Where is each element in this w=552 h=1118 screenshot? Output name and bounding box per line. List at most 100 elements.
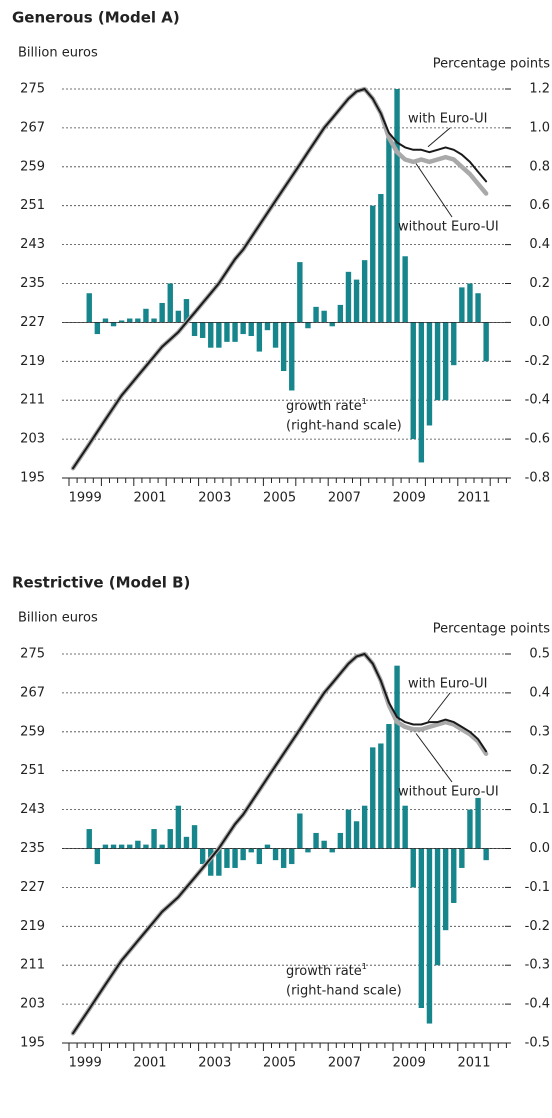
label-arrow [427, 692, 451, 722]
bar [434, 322, 441, 401]
bar [305, 322, 311, 329]
bar [394, 89, 400, 323]
y-tick-label: 259 [20, 724, 45, 739]
bar [118, 320, 125, 323]
bar [199, 848, 206, 865]
bar [159, 302, 165, 323]
y-tick-label: 251 [20, 198, 45, 213]
bar [151, 829, 157, 849]
y-tick-label: 251 [20, 763, 45, 778]
y-tick-label: 243 [20, 237, 45, 252]
y2-tick-label: -0.1 [525, 880, 550, 895]
y2-tick-label: 0.8 [529, 159, 550, 174]
bar [353, 821, 360, 849]
bar [434, 848, 441, 966]
bar [264, 322, 271, 331]
y2-tick-label: 0.5 [529, 647, 550, 662]
panel-title: Generous (Model A) [12, 9, 180, 27]
label-arrow [427, 127, 451, 148]
y2-tick-label: 1.0 [529, 120, 550, 135]
line [72, 88, 488, 470]
bar-label: growth rate1 [286, 397, 367, 414]
y-tick-label: 195 [20, 471, 45, 486]
bar [224, 848, 230, 868]
bar [402, 805, 408, 849]
bar [183, 836, 190, 849]
y2-tick-label: 1.2 [529, 82, 550, 97]
bar [102, 844, 109, 849]
bar [370, 205, 376, 323]
x-tick-label: 2011 [457, 491, 490, 506]
bar [410, 322, 416, 440]
bar [110, 844, 117, 849]
y2-tick-label: 0.4 [529, 685, 550, 700]
bar [256, 848, 263, 865]
bar [442, 322, 449, 401]
line [70, 86, 489, 471]
bar [329, 322, 335, 327]
bar [248, 848, 254, 853]
y-tick-label: 211 [20, 393, 45, 408]
bar [321, 310, 327, 323]
bar [386, 724, 392, 849]
bar [467, 809, 473, 849]
x-tick-label: 2011 [457, 1056, 490, 1071]
x-tick-label: 2007 [328, 491, 361, 506]
bar [127, 318, 133, 323]
bar [475, 293, 481, 323]
line [70, 651, 489, 1036]
bar [216, 848, 222, 876]
bar [402, 256, 408, 323]
bar [208, 322, 214, 348]
bar [232, 848, 238, 868]
label-arrow [415, 163, 453, 218]
y-tick-label: 267 [20, 685, 45, 700]
y2-tick-label: 0.0 [529, 841, 550, 856]
bar [451, 848, 457, 903]
y2-tick-label: 0.6 [529, 198, 550, 213]
bar [94, 322, 101, 335]
bar [313, 832, 319, 849]
bar [86, 293, 92, 323]
bar [272, 848, 279, 861]
bar [167, 829, 173, 849]
bar [135, 840, 141, 849]
bar [297, 813, 303, 849]
x-tick-label: 1999 [69, 491, 102, 506]
x-tick-label: 2003 [198, 1056, 231, 1071]
y-tick-label: 211 [20, 958, 45, 973]
y2-axis-label: Percentage points [433, 57, 550, 72]
y2-tick-label: -0.2 [525, 354, 550, 369]
x-tick-label: 2005 [263, 491, 296, 506]
bar [159, 844, 165, 849]
bar [386, 137, 392, 323]
x-tick-label: 1999 [69, 1056, 102, 1071]
bar [337, 832, 344, 849]
y2-tick-label: -0.4 [525, 393, 550, 408]
y2-axis-label: Percentage points [433, 622, 550, 637]
y2-tick-label: -0.8 [525, 471, 550, 486]
y-tick-label: 227 [20, 315, 45, 330]
bar [135, 318, 141, 323]
bar [297, 262, 303, 323]
y-axis-label: Billion euros [18, 611, 98, 626]
bar [289, 848, 295, 865]
bar [418, 848, 425, 1008]
bar [86, 829, 92, 849]
x-tick-label: 2001 [133, 1056, 166, 1071]
bar [151, 318, 157, 323]
y2-tick-label: 0.2 [529, 276, 550, 291]
x-tick-label: 2007 [328, 1056, 361, 1071]
bar [410, 848, 416, 888]
bar [94, 848, 101, 865]
bar [102, 318, 109, 323]
bar [289, 322, 295, 391]
bar [418, 322, 425, 463]
bar [167, 283, 173, 323]
bar [483, 322, 489, 362]
y-tick-label: 275 [20, 82, 45, 97]
bar [459, 848, 465, 868]
bar [280, 322, 287, 372]
bar [199, 322, 206, 338]
